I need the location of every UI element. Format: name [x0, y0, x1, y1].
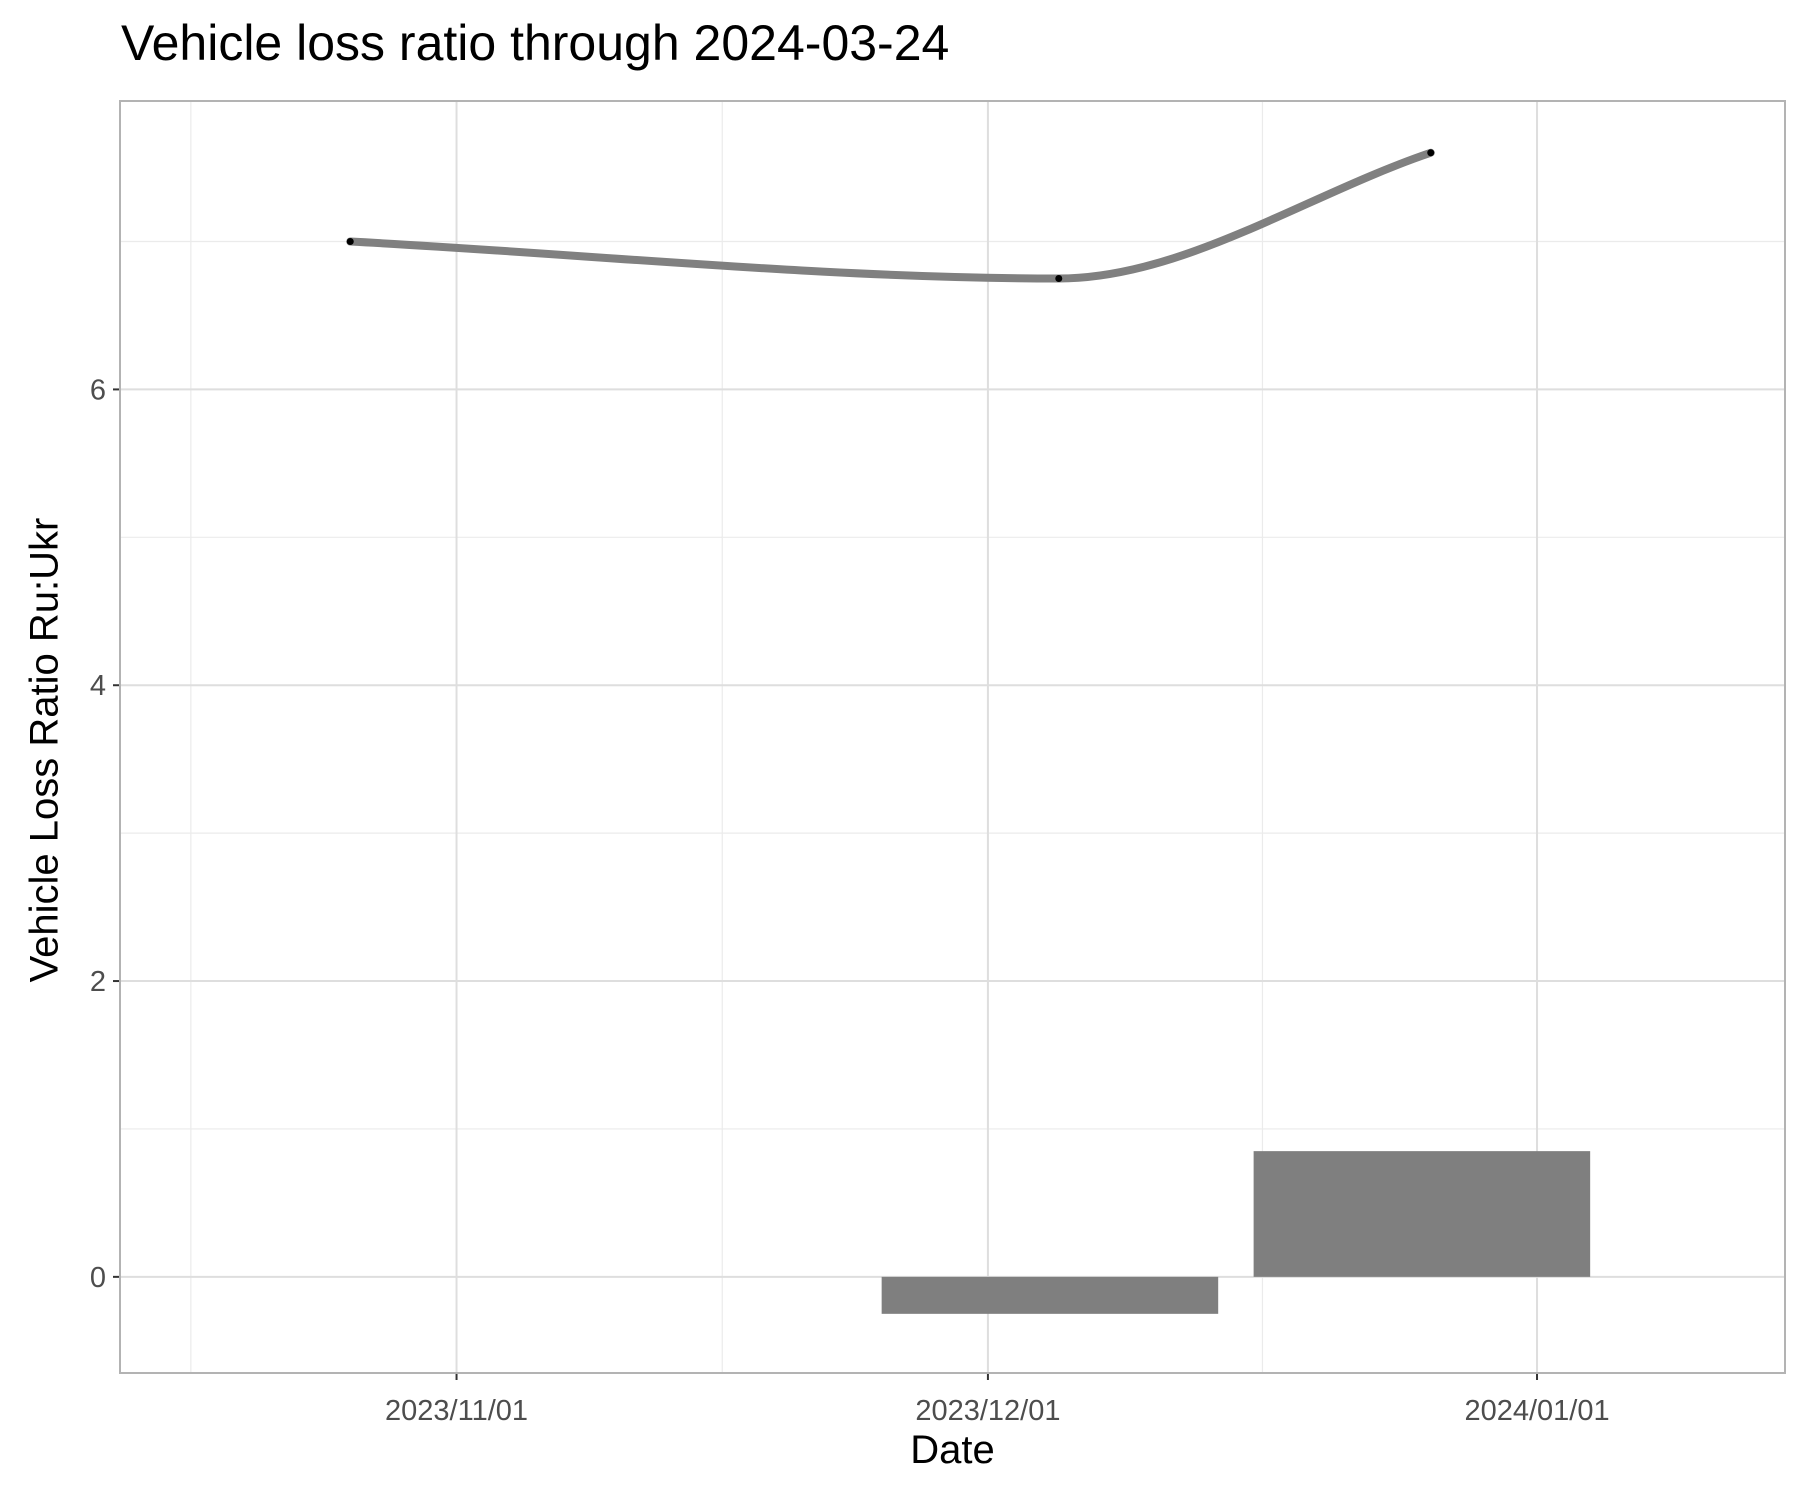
chart-title: Vehicle loss ratio through 2024-03-24 — [121, 15, 950, 71]
x-tick-label: 2024/01/01 — [1464, 1395, 1609, 1427]
data-point — [1055, 274, 1063, 282]
data-point — [1427, 149, 1435, 157]
bar — [881, 1276, 1219, 1314]
plot-border — [119, 100, 1786, 1374]
x-axis-label: Date — [910, 1428, 995, 1472]
y-tick-label: 0 — [90, 1262, 106, 1294]
y-axis-label: Vehicle Loss Ratio Ru:Ukr — [22, 517, 67, 983]
x-tick-label: 2023/12/01 — [915, 1395, 1060, 1427]
bar — [1253, 1151, 1591, 1277]
y-tick-label: 2 — [90, 966, 106, 998]
y-tick-label: 6 — [90, 374, 106, 406]
y-tick-label: 4 — [90, 670, 106, 702]
x-tick-label: 2023/11/01 — [385, 1395, 528, 1427]
series-line — [346, 148, 1435, 283]
data-point — [346, 238, 354, 246]
